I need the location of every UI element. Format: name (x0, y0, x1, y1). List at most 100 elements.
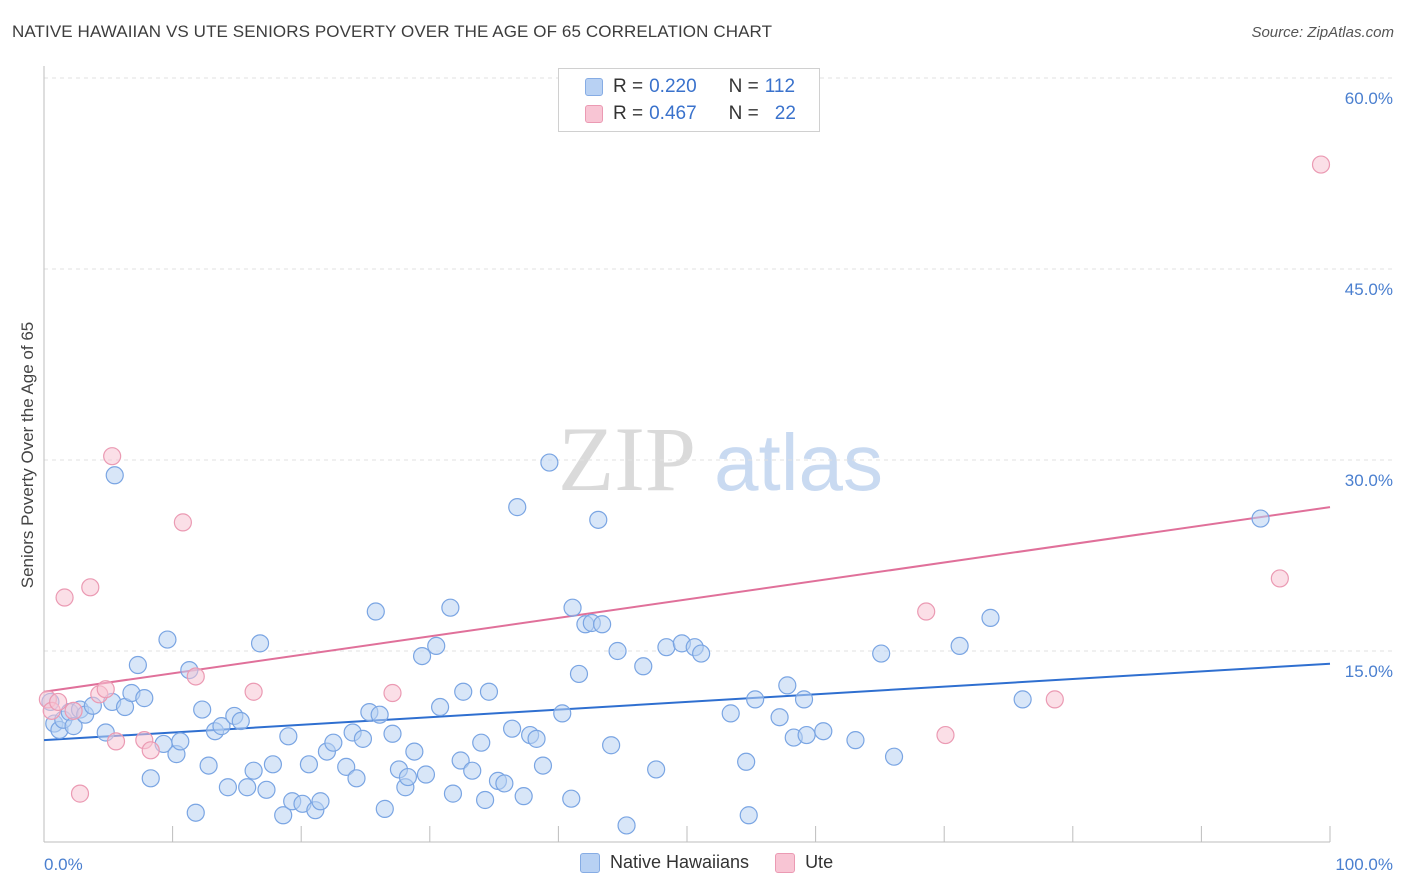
point-native-hawaiians (451, 751, 470, 770)
point-native-hawaiians (508, 498, 527, 517)
point-native-hawaiians (589, 510, 608, 529)
point-native-hawaiians (981, 608, 1000, 627)
point-native-hawaiians (950, 636, 969, 656)
series-legend: Native Hawaiians Ute (580, 852, 859, 873)
point-native-hawaiians (238, 778, 257, 797)
series-legend-ute[interactable]: Ute (775, 852, 833, 873)
point-ute (70, 784, 90, 803)
point-native-hawaiians (514, 787, 533, 806)
trend-line-ute (43, 506, 1331, 693)
point-native-hawaiians (263, 755, 283, 774)
point-native-hawaiians (199, 756, 218, 775)
point-ute (936, 725, 955, 745)
point-native-hawaiians (770, 708, 789, 727)
point-native-hawaiians (608, 641, 627, 661)
point-ute (244, 682, 263, 701)
point-native-hawaiians (430, 697, 450, 717)
grid (44, 77, 1395, 652)
point-native-hawaiians (218, 778, 237, 797)
x-tick-label: 100.0% (1335, 855, 1393, 874)
point-native-hawaiians (1251, 509, 1270, 528)
y-tick-label: 60.0% (1345, 89, 1393, 108)
point-ute (103, 447, 122, 466)
point-native-hawaiians (794, 690, 814, 709)
point-native-hawaiians (569, 664, 589, 684)
point-native-hawaiians (279, 727, 298, 746)
y-tick-label: 30.0% (1345, 471, 1393, 490)
series-legend-native-hawaiians[interactable]: Native Hawaiians (580, 852, 749, 873)
source-label: Source: ZipAtlas.com (1251, 24, 1394, 41)
y-axis-label: Seniors Poverty Over the Age of 65 (18, 322, 37, 588)
point-native-hawaiians (553, 704, 572, 723)
point-native-hawaiians (141, 769, 160, 788)
point-native-hawaiians (657, 638, 676, 657)
legend-r-label: R = (613, 76, 644, 97)
point-native-hawaiians (739, 806, 758, 825)
point-native-hawaiians (454, 682, 473, 701)
point-native-hawaiians (562, 789, 581, 808)
point-ute (64, 701, 83, 720)
point-native-hawaiians (250, 634, 270, 653)
point-ute (1045, 690, 1064, 709)
point-native-hawaiians (231, 711, 250, 731)
point-native-hawaiians (324, 733, 343, 752)
point-native-hawaiians (383, 724, 402, 743)
point-native-hawaiians (503, 719, 522, 738)
point-native-hawaiians (463, 761, 482, 780)
point-native-hawaiians (299, 755, 319, 774)
legend-row-ute: R = 0.467 N = 22 (585, 103, 796, 125)
point-ute (173, 513, 192, 532)
point-ute (917, 602, 936, 621)
point-native-hawaiians (778, 676, 797, 695)
x-tick-label: 0.0% (44, 855, 83, 874)
y-tick-label: 15.0% (1345, 662, 1393, 681)
legend-r-value: 0.220 (649, 76, 697, 97)
point-native-hawaiians (412, 646, 432, 666)
point-native-hawaiians (872, 644, 891, 663)
point-native-hawaiians (405, 742, 424, 761)
point-ute (1311, 155, 1331, 174)
watermark: ZIP atlas (558, 408, 883, 510)
point-native-hawaiians (647, 760, 666, 779)
point-native-hawaiians (274, 806, 293, 825)
point-native-hawaiians (416, 765, 436, 784)
point-native-hawaiians (212, 717, 231, 736)
point-native-hawaiians (370, 705, 389, 724)
trend-line-native-hawaiians (43, 662, 1331, 742)
y-tick-label: 45.0% (1345, 280, 1393, 299)
point-native-hawaiians (692, 644, 711, 663)
point-native-hawaiians (617, 816, 636, 835)
legend-swatch-blue (585, 78, 603, 96)
point-native-hawaiians (375, 799, 394, 818)
point-native-hawaiians (884, 747, 904, 766)
point-ute (383, 683, 402, 703)
point-native-hawaiians (105, 466, 124, 485)
series-label: Native Hawaiians (610, 852, 750, 872)
point-native-hawaiians (737, 752, 756, 771)
point-native-hawaiians (472, 733, 491, 752)
point-native-hawaiians (475, 790, 495, 810)
point-native-hawaiians (311, 792, 330, 811)
point-ute (81, 578, 100, 597)
point-native-hawaiians (244, 761, 263, 780)
point-native-hawaiians (563, 598, 582, 617)
series-swatch-pink (775, 852, 796, 873)
watermark-atlas: atlas (714, 418, 883, 507)
point-native-hawaiians (814, 722, 833, 741)
point-native-hawaiians (540, 453, 559, 472)
chart-title: NATIVE HAWAIIAN VS UTE SENIORS POVERTY O… (12, 22, 773, 41)
point-native-hawaiians (479, 682, 499, 701)
legend-n-label: N = (728, 76, 759, 97)
point-ute (55, 588, 74, 607)
point-ute (141, 741, 160, 760)
point-native-hawaiians (135, 689, 154, 708)
points (38, 155, 1331, 835)
point-native-hawaiians (443, 784, 463, 803)
series-label: Ute (805, 852, 834, 872)
point-native-hawaiians (257, 780, 276, 799)
point-native-hawaiians (797, 725, 816, 745)
legend-n-value: 112 (764, 76, 796, 97)
series-swatch-blue (580, 852, 600, 873)
point-native-hawaiians (527, 729, 546, 748)
